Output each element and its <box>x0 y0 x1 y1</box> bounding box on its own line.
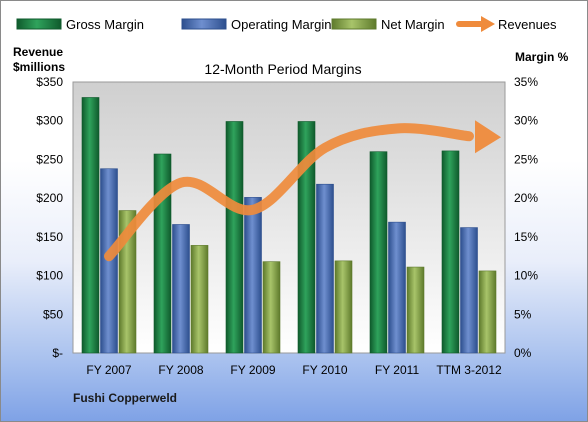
net-margin-bar <box>190 245 209 354</box>
right-axis-title: Margin % <box>515 50 569 64</box>
right-tick-label: 10% <box>514 269 538 283</box>
left-tick-label: $100 <box>36 269 63 283</box>
category-label: TTM 3-2012 <box>436 363 502 377</box>
left-tick-label: $350 <box>36 75 63 89</box>
category-label: FY 2008 <box>158 363 203 377</box>
legend-label-operating-margin: Operating Margin <box>231 17 331 32</box>
right-tick-label: 25% <box>514 152 538 166</box>
gross-margin-bar <box>369 151 388 354</box>
operating-margin-bar <box>316 183 334 354</box>
left-tick-label: $300 <box>36 114 63 128</box>
legend-swatch-gross-margin <box>16 18 62 30</box>
revenues-line <box>104 120 501 262</box>
legend-swatch-revenues <box>456 16 495 32</box>
left-tick-label: $50 <box>43 307 63 321</box>
left-axis-title-line2: $millions <box>13 60 65 74</box>
net-margin-bar <box>334 260 353 354</box>
gross-margin-bar <box>441 150 460 354</box>
operating-margin-bar <box>244 197 262 354</box>
left-tick-label: $- <box>52 346 63 360</box>
category-label: FY 2007 <box>86 363 131 377</box>
category-label: FY 2010 <box>302 363 347 377</box>
legend-swatch-net-margin <box>331 18 377 30</box>
right-tick-label: 15% <box>514 230 538 244</box>
right-tick-label: 20% <box>514 191 538 205</box>
right-axis-ticks: 0% 5% 10% 15% 20% 25% 30% 35% <box>514 75 538 360</box>
category-labels: FY 2007 FY 2008 FY 2009 FY 2010 FY 2011 TTM 3… <box>86 363 502 377</box>
revenues-arrow-head <box>475 120 501 154</box>
left-axis-title-line1: Revenue <box>13 45 63 59</box>
operating-margin-bar <box>460 227 478 354</box>
chart-title: 12-Month Period Margins <box>204 61 361 77</box>
legend-label-gross-margin: Gross Margin <box>66 17 144 32</box>
legend-swatch-operating-margin <box>181 18 227 30</box>
left-axis-ticks: $- $50 $100 $150 $200 $250 $300 $350 <box>36 75 63 360</box>
category-label: FY 2009 <box>230 363 275 377</box>
legend-label-net-margin: Net Margin <box>381 17 445 32</box>
gross-margin-bar <box>81 97 100 354</box>
right-tick-label: 35% <box>514 75 538 89</box>
right-tick-label: 5% <box>514 307 532 321</box>
net-margin-bar <box>478 270 497 354</box>
net-margin-bar <box>262 261 281 354</box>
left-tick-label: $150 <box>36 230 63 244</box>
operating-margin-bar <box>172 224 190 354</box>
gross-margin-bar <box>297 121 316 354</box>
revenues-line-path <box>104 123 474 262</box>
category-label: FY 2011 <box>375 363 420 377</box>
bars <box>81 97 497 354</box>
operating-margin-bar <box>388 221 406 354</box>
net-margin-bar <box>406 266 425 354</box>
left-tick-label: $200 <box>36 191 63 205</box>
company-name: Fushi Copperweld <box>73 391 177 405</box>
left-tick-label: $250 <box>36 152 63 166</box>
right-tick-label: 0% <box>514 346 532 360</box>
legend-label-revenues: Revenues <box>498 17 557 32</box>
right-tick-label: 30% <box>514 114 538 128</box>
legend: Gross Margin Operating Margin Net Margin… <box>16 16 557 32</box>
gross-margin-bar <box>225 121 244 354</box>
